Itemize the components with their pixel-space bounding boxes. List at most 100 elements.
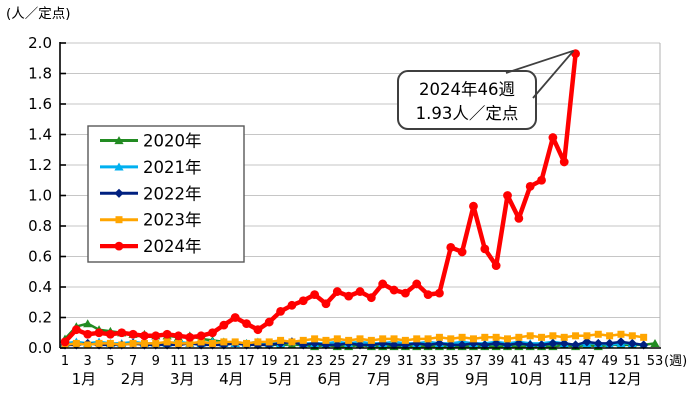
data-point xyxy=(469,201,478,211)
legend-item-2022年: 2022年 xyxy=(100,184,202,203)
data-point xyxy=(594,330,602,338)
legend-item-2023年: 2023年 xyxy=(100,211,202,230)
y-tick-label: 1.2 xyxy=(28,156,52,174)
x-month-label: 3月 xyxy=(170,370,195,388)
data-point xyxy=(174,339,182,347)
x-week-label: 15 xyxy=(216,354,233,369)
data-point xyxy=(446,242,456,252)
data-point xyxy=(162,329,172,339)
data-point xyxy=(480,244,490,254)
data-point xyxy=(311,335,319,343)
data-point xyxy=(209,339,216,347)
x-week-label: 47 xyxy=(579,354,596,369)
data-point xyxy=(389,285,399,295)
data-point xyxy=(447,335,455,343)
data-point xyxy=(140,339,148,347)
x-week-label: 39 xyxy=(488,354,505,369)
data-point xyxy=(606,332,614,340)
data-point xyxy=(253,325,263,335)
data-point xyxy=(219,320,229,330)
x-week-label: 49 xyxy=(601,354,618,369)
data-point xyxy=(616,337,626,347)
data-point xyxy=(413,335,421,343)
data-point xyxy=(220,338,228,346)
y-tick-label: 1.4 xyxy=(28,126,52,144)
x-week-label: 23 xyxy=(306,354,323,369)
data-point xyxy=(515,333,523,341)
data-point xyxy=(457,340,467,350)
data-point xyxy=(412,279,422,289)
data-point xyxy=(83,319,93,328)
data-point xyxy=(401,336,409,344)
data-point xyxy=(243,339,251,347)
data-point xyxy=(650,339,660,348)
data-point xyxy=(114,188,124,198)
data-point xyxy=(299,336,307,344)
data-point xyxy=(129,339,137,347)
data-point xyxy=(458,333,466,341)
data-point xyxy=(321,299,331,309)
x-month-label: 8月 xyxy=(416,370,441,388)
data-point xyxy=(424,335,432,343)
data-point xyxy=(94,328,104,338)
data-point xyxy=(378,279,388,289)
data-point xyxy=(140,331,149,341)
data-point xyxy=(72,339,80,347)
data-point xyxy=(174,331,183,341)
x-month-label: 6月 xyxy=(317,370,342,388)
data-point xyxy=(231,338,239,346)
x-month-label: 12月 xyxy=(608,370,642,388)
data-point xyxy=(549,332,557,340)
data-point xyxy=(117,328,127,338)
data-point xyxy=(208,328,217,338)
data-point xyxy=(537,175,546,185)
y-tick-label: 1.6 xyxy=(28,95,52,113)
y-axis-title: (人／定点) xyxy=(6,6,71,22)
legend-item-2024年: 2024年 xyxy=(100,237,202,256)
data-point xyxy=(287,300,297,310)
data-point xyxy=(310,290,320,300)
x-week-label: 9 xyxy=(152,354,160,369)
x-week-label: 1 xyxy=(61,354,69,369)
data-point xyxy=(423,290,433,300)
data-point xyxy=(288,338,296,346)
legend-label: 2024年 xyxy=(143,237,202,256)
y-tick-label: 0.0 xyxy=(28,339,52,357)
data-point xyxy=(344,291,354,301)
data-point xyxy=(254,338,262,346)
y-tick-label: 0.2 xyxy=(28,309,52,327)
data-point xyxy=(560,333,568,341)
x-week-label: 53 xyxy=(647,354,664,369)
data-point xyxy=(114,136,124,145)
y-tick-label: 1.8 xyxy=(28,65,52,83)
x-week-label: 5 xyxy=(106,354,114,369)
series-line-2023年 xyxy=(63,333,645,347)
x-week-label: 17 xyxy=(238,354,255,369)
data-point xyxy=(491,261,501,271)
x-month-label: 9月 xyxy=(465,370,490,388)
data-point xyxy=(390,335,398,343)
x-week-label: 31 xyxy=(397,354,414,369)
data-point xyxy=(118,341,126,349)
x-month-label: 1月 xyxy=(72,370,97,388)
x-week-label: 29 xyxy=(374,354,391,369)
data-point xyxy=(492,333,500,341)
data-point xyxy=(538,333,546,341)
x-week-label: 3 xyxy=(84,354,92,369)
y-tick-label: 0.4 xyxy=(28,278,52,296)
x-week-label: 33 xyxy=(420,354,437,369)
x-week-label: 43 xyxy=(533,354,550,369)
annotation-pointer xyxy=(532,50,575,99)
data-point xyxy=(277,336,285,344)
data-point xyxy=(435,288,444,298)
data-point xyxy=(457,247,467,257)
data-point xyxy=(83,329,93,339)
data-point xyxy=(105,329,115,339)
data-point xyxy=(640,333,648,341)
annotation-callout: 2024年46週 1.93人／定点 xyxy=(397,49,575,130)
annotation-text-line2: 1.93人／定点 xyxy=(416,104,519,123)
data-point xyxy=(366,293,376,303)
data-point xyxy=(197,338,205,346)
